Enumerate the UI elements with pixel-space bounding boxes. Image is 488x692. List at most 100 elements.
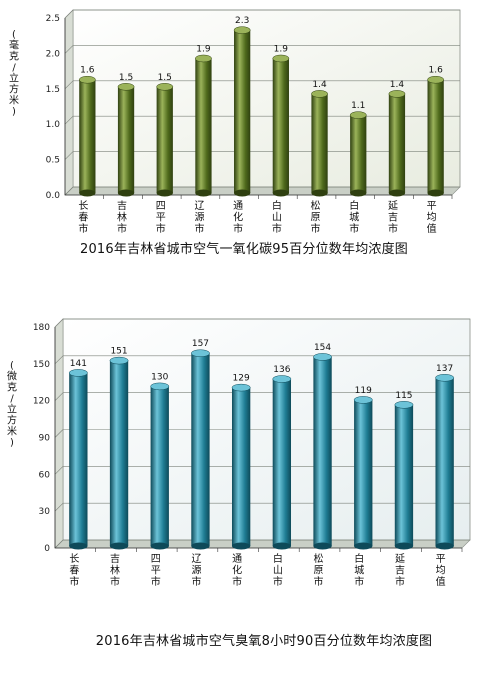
category-label-char: 城: [349, 212, 359, 224]
y-axis-label-char: 米: [9, 94, 19, 107]
bar-base: [350, 189, 367, 197]
category-label-char: 市: [191, 575, 201, 588]
bar: [388, 93, 406, 193]
gridline-side: [64, 45, 74, 54]
category-label-char: 均: [427, 212, 437, 224]
bar-top: [313, 353, 332, 361]
bar-top: [388, 90, 406, 98]
category-label-char: 源: [191, 564, 201, 577]
y-tick-label: 180: [33, 323, 50, 333]
category-label-char: 平: [156, 213, 166, 224]
category-label-char: 长: [69, 553, 79, 565]
bar-base: [69, 542, 88, 550]
category-label-char: 吉: [395, 565, 405, 577]
data-label: 2.3: [235, 16, 249, 26]
category-label-char: 春: [69, 565, 79, 577]
category-label-char: 化: [232, 564, 242, 577]
bar: [427, 79, 444, 193]
gridline-side: [54, 355, 64, 365]
category-label-char: 平: [427, 201, 437, 212]
category-label-char: 城: [354, 565, 364, 577]
bar: [231, 387, 251, 546]
bar-base: [79, 189, 96, 197]
gridline-side: [54, 502, 64, 512]
category-label-char: 林: [117, 211, 127, 224]
y-axis-label-char: 立: [7, 403, 17, 416]
bar-top: [117, 83, 135, 91]
bar: [117, 86, 135, 193]
data-label: 1.4: [390, 80, 405, 90]
category-label-char: 吉: [388, 212, 398, 224]
bar-top: [68, 369, 88, 377]
category-label-char: 源: [194, 211, 204, 224]
gridline-side: [64, 80, 74, 90]
y-axis-label-char: (: [10, 361, 14, 372]
data-label: 1.9: [196, 44, 211, 54]
category-label-char: 市: [272, 222, 282, 235]
bar-top: [427, 75, 445, 84]
category-label-char: 春: [78, 212, 88, 224]
data-label: 157: [192, 339, 209, 349]
bar: [195, 58, 212, 194]
bar: [394, 404, 414, 546]
bar-base: [354, 542, 373, 550]
category-label-char: 市: [232, 575, 242, 588]
category-label-char: 市: [156, 222, 166, 235]
data-label: 137: [436, 364, 453, 374]
bar-top: [233, 26, 251, 34]
category-label-char: 市: [395, 575, 405, 588]
bar-top: [150, 382, 170, 391]
category-label-char: 四: [156, 201, 166, 212]
y-axis-label-char: 方: [9, 83, 19, 96]
category-label-char: 辽: [191, 553, 201, 565]
y-tick-label: 0.0: [46, 191, 61, 201]
category-label-char: 山: [272, 212, 282, 224]
bar-top: [109, 356, 129, 365]
category-label-char: 原: [311, 212, 321, 224]
category-label-char: 白: [273, 552, 283, 565]
bar-base: [109, 542, 129, 550]
y-tick-label: 0.5: [46, 156, 60, 166]
gridline-side: [54, 539, 64, 549]
category-label-char: 市: [194, 222, 204, 235]
bar-base: [313, 542, 332, 550]
category-label-char: 市: [388, 222, 398, 235]
data-label: 1.6: [80, 66, 95, 76]
category-label-char: 市: [78, 222, 88, 235]
y-axis-label-char: 立: [9, 72, 19, 85]
y-tick-label: 1.0: [46, 120, 61, 130]
bar-base: [311, 189, 328, 197]
bar: [272, 379, 292, 546]
category-label-char: 市: [151, 575, 161, 588]
y-axis-label-char: 克: [9, 51, 19, 63]
y-tick-label: 90: [39, 434, 51, 444]
bar-base: [272, 189, 289, 197]
bar-top: [272, 375, 292, 383]
data-label: 119: [355, 386, 372, 396]
bar: [79, 79, 96, 193]
bar: [350, 115, 367, 193]
category-label-char: 长: [78, 200, 88, 212]
category-label-char: 延: [395, 553, 405, 565]
category-label-char: 市: [69, 575, 79, 588]
bar: [313, 356, 332, 546]
co-chart: 0.0 0.5 1.0 1.5 2.0 2.5(毫克 / 立方米) 1.6 长春市 1.5 吉林市 1.…: [0, 0, 488, 245]
category-label-char: 松: [314, 552, 324, 565]
data-label: 151: [110, 347, 127, 357]
bar: [234, 30, 251, 193]
bar: [272, 58, 289, 194]
category-label-char: 平: [436, 554, 446, 565]
category-label-char: 市: [314, 575, 324, 588]
data-label: 1.6: [428, 66, 443, 76]
bar-base: [156, 189, 173, 197]
gridline-side: [64, 115, 74, 125]
gridline-side: [64, 9, 74, 19]
bar-base: [272, 542, 292, 550]
category-label-char: 均: [436, 565, 446, 577]
bar: [311, 93, 328, 193]
y-tick-label: 60: [39, 470, 51, 480]
category-label-char: 山: [273, 565, 283, 577]
bar-top: [156, 83, 174, 91]
gridline-side: [64, 151, 74, 160]
bar-top: [191, 349, 210, 357]
